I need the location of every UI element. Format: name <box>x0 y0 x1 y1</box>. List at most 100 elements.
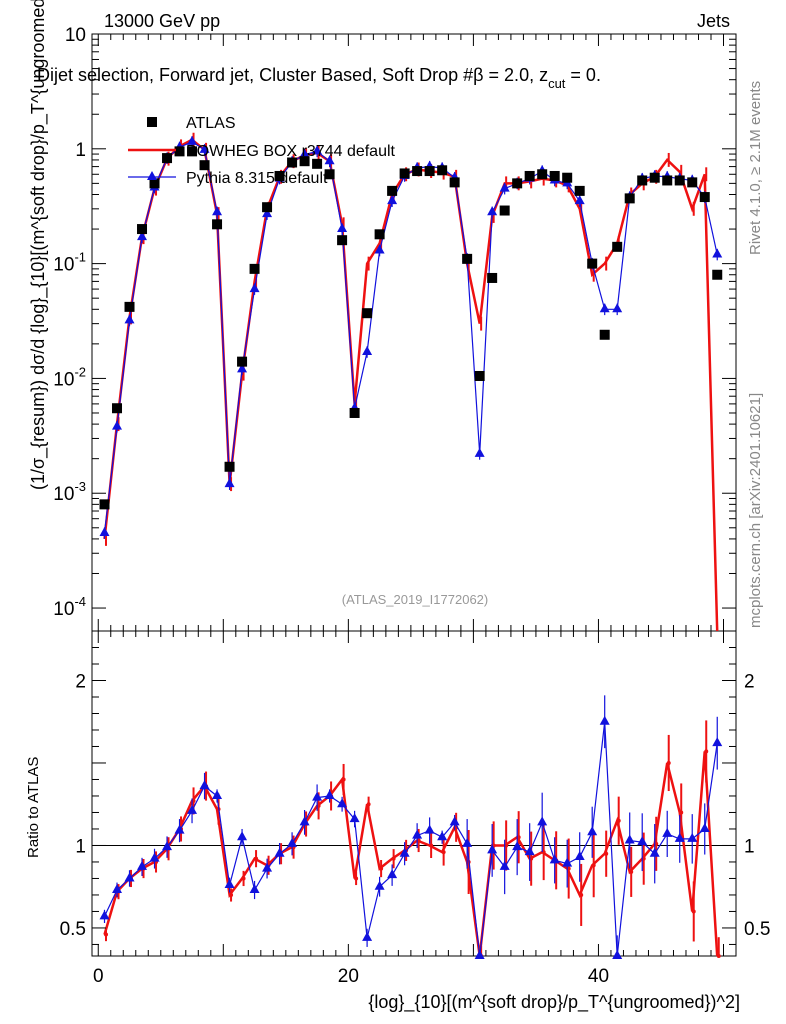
pythia-point <box>312 145 323 155</box>
atlas-point <box>299 156 310 167</box>
atlas-point <box>487 272 498 283</box>
atlas-point <box>499 205 510 216</box>
atlas-point <box>274 170 285 181</box>
pythia-ratio-point <box>462 837 473 847</box>
atlas-point <box>637 175 648 186</box>
pythia-ratio-point <box>424 824 435 834</box>
legend-data-label: ATLAS <box>186 115 236 132</box>
y-tick-label-ratio: 2 <box>75 671 86 692</box>
pythia-ratio-point <box>187 804 198 814</box>
y-tick-label-ratio-right: 1 <box>744 836 755 857</box>
atlas-point <box>362 308 373 319</box>
atlas-point <box>312 158 323 169</box>
y-tick-label-main: 10-2 <box>53 364 86 390</box>
atlas-point <box>187 146 198 157</box>
atlas-point <box>687 177 698 188</box>
pythia-point <box>474 447 485 457</box>
pythia-ratio-point <box>162 841 173 851</box>
legend-data-marker <box>147 117 157 127</box>
pythia-ratio-point <box>99 910 110 920</box>
pythia-point <box>599 303 610 313</box>
pythia-ratio-point <box>712 737 723 747</box>
tick-exponent: -4 <box>74 594 86 609</box>
pythia-ratio-point <box>599 715 610 725</box>
atlas-point <box>524 170 535 181</box>
powheg-ratio-point <box>379 866 384 871</box>
pythia-ratio-point <box>274 847 285 857</box>
atlas-point <box>237 356 248 367</box>
atlas-point <box>399 168 410 179</box>
atlas-point <box>124 301 135 312</box>
pythia-ratio-point <box>612 950 623 959</box>
pythia-ratio-point <box>687 832 698 842</box>
x-axis-label: {log}_{10}[(m^{soft drop}/p_T^{ungroomed… <box>368 992 740 1013</box>
atlas-point <box>537 169 548 180</box>
powheg-ratio-point <box>666 760 671 765</box>
pythia-point <box>112 420 123 430</box>
pythia-ratio-point <box>362 931 373 941</box>
pythia-ratio-point <box>699 822 710 832</box>
pythia-ratio-point <box>487 844 498 854</box>
pythia-point <box>212 206 223 216</box>
energy-label: 13000 GeV pp <box>104 11 220 31</box>
atlas-point <box>712 269 723 280</box>
powheg-ratio-point <box>354 876 359 881</box>
pythia-point <box>374 244 385 254</box>
x-tick-label: 20 <box>338 966 359 987</box>
pythia-ratio-line <box>103 721 718 957</box>
atlas-point <box>612 241 623 252</box>
powheg-ratio-point <box>254 856 259 861</box>
subtitle-sub: cut <box>548 76 566 91</box>
atlas-point <box>599 329 610 340</box>
pythia-ratio-point <box>449 816 460 826</box>
atlas-point <box>474 370 485 381</box>
powheg-ratio-point <box>104 932 109 937</box>
plot-subtitle: Dijet selection, Forward jet, Cluster Ba… <box>37 65 601 91</box>
atlas-point <box>112 403 123 414</box>
atlas-point <box>462 253 473 264</box>
powheg-ratio-point <box>366 802 371 807</box>
y-tick-label-main: 1 <box>75 140 86 161</box>
y-axis-label-main: (1/σ_{resum}) dσ/d {log}_{10}[(m^{soft d… <box>28 0 49 490</box>
y-tick-label-main: 10 <box>65 25 86 46</box>
pythia-ratio-point <box>587 826 598 836</box>
tick-base: 10 <box>53 484 74 505</box>
powheg-ratio-point <box>341 777 346 782</box>
tick-exponent: -1 <box>74 250 86 265</box>
powheg-line <box>103 138 719 632</box>
category-label: Jets <box>697 11 730 31</box>
pythia-ratio-point <box>412 829 423 839</box>
pythia-point <box>199 143 210 153</box>
atlas-point <box>337 235 348 246</box>
analysis-watermark: (ATLAS_2019_I1772062) <box>342 592 488 607</box>
powheg-ratio-point <box>604 851 609 856</box>
atlas-point <box>162 153 173 164</box>
pythia-ratio-point <box>224 879 235 889</box>
pythia-ratio-point <box>262 862 273 872</box>
atlas-point <box>574 185 585 196</box>
atlas-point <box>649 172 660 183</box>
x-tick-label: 40 <box>588 966 609 987</box>
pythia-ratio-point <box>549 854 560 864</box>
powheg-ratio-point <box>716 954 721 958</box>
powheg-ratio-point <box>229 892 234 897</box>
atlas-point <box>512 178 523 189</box>
powheg-ratio-point <box>629 869 634 874</box>
pythia-point <box>499 182 510 192</box>
pythia-point <box>574 195 585 205</box>
pythia-point <box>362 345 373 355</box>
atlas-point <box>349 407 360 418</box>
atlas-point <box>174 146 185 157</box>
pythia-ratio-point <box>537 816 548 826</box>
y-tick-label-ratio-right: 2 <box>744 671 755 692</box>
atlas-point <box>624 193 635 204</box>
pythia-ratio-point <box>674 832 685 842</box>
pythia-ratio-point <box>574 851 585 861</box>
pythia-point <box>187 135 198 145</box>
pythia-ratio-point <box>237 831 248 841</box>
ratio-plot-frame <box>91 630 737 957</box>
pythia-ratio-point <box>312 791 323 801</box>
tick-base: 10 <box>53 369 74 390</box>
pythia-ratio-point <box>124 872 135 882</box>
